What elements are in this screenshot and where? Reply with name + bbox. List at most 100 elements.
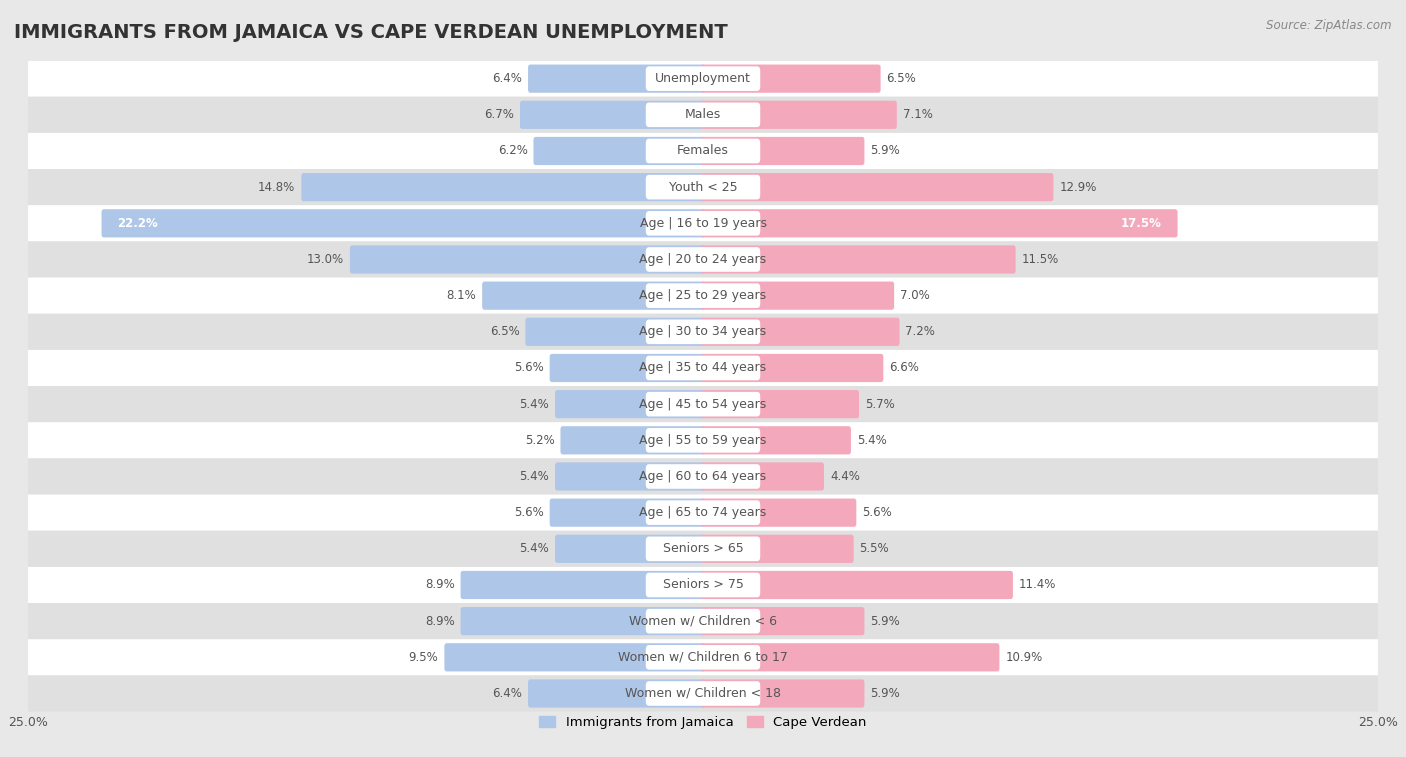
Text: 4.4%: 4.4% <box>830 470 859 483</box>
FancyBboxPatch shape <box>28 241 1378 278</box>
FancyBboxPatch shape <box>645 428 761 453</box>
FancyBboxPatch shape <box>28 61 1378 97</box>
FancyBboxPatch shape <box>645 211 761 235</box>
FancyBboxPatch shape <box>555 463 706 491</box>
FancyBboxPatch shape <box>28 386 1378 422</box>
FancyBboxPatch shape <box>28 639 1378 675</box>
Text: 8.1%: 8.1% <box>447 289 477 302</box>
FancyBboxPatch shape <box>350 245 706 273</box>
Text: 7.2%: 7.2% <box>905 326 935 338</box>
Text: Seniors > 75: Seniors > 75 <box>662 578 744 591</box>
Text: 6.2%: 6.2% <box>498 145 527 157</box>
Text: 5.9%: 5.9% <box>870 145 900 157</box>
FancyBboxPatch shape <box>28 133 1378 169</box>
FancyBboxPatch shape <box>700 607 865 635</box>
Text: Women w/ Children 6 to 17: Women w/ Children 6 to 17 <box>619 651 787 664</box>
Text: Age | 65 to 74 years: Age | 65 to 74 years <box>640 506 766 519</box>
FancyBboxPatch shape <box>550 499 706 527</box>
FancyBboxPatch shape <box>28 494 1378 531</box>
Text: 5.4%: 5.4% <box>519 542 550 556</box>
FancyBboxPatch shape <box>645 67 761 91</box>
FancyBboxPatch shape <box>28 675 1378 712</box>
FancyBboxPatch shape <box>645 645 761 670</box>
FancyBboxPatch shape <box>645 102 761 127</box>
Text: Age | 20 to 24 years: Age | 20 to 24 years <box>640 253 766 266</box>
FancyBboxPatch shape <box>28 278 1378 313</box>
FancyBboxPatch shape <box>645 283 761 308</box>
FancyBboxPatch shape <box>645 139 761 164</box>
FancyBboxPatch shape <box>700 643 1000 671</box>
FancyBboxPatch shape <box>461 607 706 635</box>
FancyBboxPatch shape <box>526 318 706 346</box>
Text: 5.4%: 5.4% <box>519 397 550 410</box>
Text: 14.8%: 14.8% <box>259 181 295 194</box>
FancyBboxPatch shape <box>700 390 859 419</box>
Text: Women w/ Children < 18: Women w/ Children < 18 <box>626 687 780 700</box>
Text: 5.2%: 5.2% <box>524 434 554 447</box>
FancyBboxPatch shape <box>555 390 706 419</box>
FancyBboxPatch shape <box>700 534 853 563</box>
Text: Unemployment: Unemployment <box>655 72 751 85</box>
FancyBboxPatch shape <box>645 356 761 380</box>
Text: Age | 60 to 64 years: Age | 60 to 64 years <box>640 470 766 483</box>
FancyBboxPatch shape <box>28 531 1378 567</box>
FancyBboxPatch shape <box>28 603 1378 639</box>
Text: Age | 30 to 34 years: Age | 30 to 34 years <box>640 326 766 338</box>
FancyBboxPatch shape <box>28 169 1378 205</box>
Text: 5.9%: 5.9% <box>870 615 900 628</box>
FancyBboxPatch shape <box>700 499 856 527</box>
Text: 6.5%: 6.5% <box>887 72 917 85</box>
FancyBboxPatch shape <box>645 609 761 634</box>
FancyBboxPatch shape <box>28 350 1378 386</box>
Text: 5.7%: 5.7% <box>865 397 894 410</box>
Text: 17.5%: 17.5% <box>1121 217 1161 230</box>
Text: Age | 35 to 44 years: Age | 35 to 44 years <box>640 362 766 375</box>
FancyBboxPatch shape <box>301 173 706 201</box>
Text: 6.4%: 6.4% <box>492 687 522 700</box>
FancyBboxPatch shape <box>700 571 1012 599</box>
FancyBboxPatch shape <box>101 209 706 238</box>
Text: Males: Males <box>685 108 721 121</box>
FancyBboxPatch shape <box>482 282 706 310</box>
Text: 11.4%: 11.4% <box>1019 578 1056 591</box>
Text: 8.9%: 8.9% <box>425 615 454 628</box>
FancyBboxPatch shape <box>645 537 761 561</box>
Text: IMMIGRANTS FROM JAMAICA VS CAPE VERDEAN UNEMPLOYMENT: IMMIGRANTS FROM JAMAICA VS CAPE VERDEAN … <box>14 23 728 42</box>
Text: Youth < 25: Youth < 25 <box>669 181 737 194</box>
FancyBboxPatch shape <box>529 679 706 708</box>
FancyBboxPatch shape <box>700 245 1015 273</box>
Text: Age | 55 to 59 years: Age | 55 to 59 years <box>640 434 766 447</box>
Text: 10.9%: 10.9% <box>1005 651 1043 664</box>
Text: 6.5%: 6.5% <box>489 326 519 338</box>
FancyBboxPatch shape <box>645 248 761 272</box>
FancyBboxPatch shape <box>700 282 894 310</box>
FancyBboxPatch shape <box>645 392 761 416</box>
Text: 5.6%: 5.6% <box>515 506 544 519</box>
FancyBboxPatch shape <box>28 567 1378 603</box>
FancyBboxPatch shape <box>700 173 1053 201</box>
FancyBboxPatch shape <box>700 209 1178 238</box>
FancyBboxPatch shape <box>555 534 706 563</box>
FancyBboxPatch shape <box>461 571 706 599</box>
FancyBboxPatch shape <box>28 422 1378 459</box>
FancyBboxPatch shape <box>444 643 706 671</box>
FancyBboxPatch shape <box>645 464 761 489</box>
Text: Females: Females <box>678 145 728 157</box>
Text: Age | 45 to 54 years: Age | 45 to 54 years <box>640 397 766 410</box>
Text: 12.9%: 12.9% <box>1059 181 1097 194</box>
FancyBboxPatch shape <box>645 681 761 706</box>
Text: 6.6%: 6.6% <box>889 362 920 375</box>
Text: Source: ZipAtlas.com: Source: ZipAtlas.com <box>1267 19 1392 32</box>
FancyBboxPatch shape <box>645 175 761 199</box>
FancyBboxPatch shape <box>700 318 900 346</box>
FancyBboxPatch shape <box>700 354 883 382</box>
Text: 5.5%: 5.5% <box>859 542 889 556</box>
Text: Age | 25 to 29 years: Age | 25 to 29 years <box>640 289 766 302</box>
FancyBboxPatch shape <box>645 500 761 525</box>
FancyBboxPatch shape <box>645 573 761 597</box>
FancyBboxPatch shape <box>28 97 1378 133</box>
Text: 5.4%: 5.4% <box>519 470 550 483</box>
FancyBboxPatch shape <box>28 313 1378 350</box>
Text: 22.2%: 22.2% <box>117 217 157 230</box>
Text: 5.4%: 5.4% <box>856 434 887 447</box>
